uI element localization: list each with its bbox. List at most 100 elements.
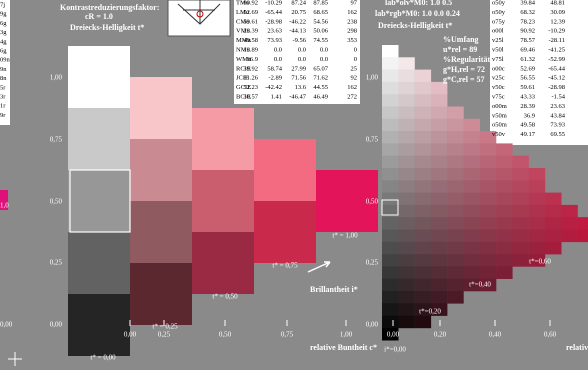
swatch bbox=[463, 278, 480, 292]
label: 0,00 bbox=[387, 331, 400, 339]
label: t*=0,60 bbox=[529, 258, 551, 266]
swatch bbox=[382, 106, 399, 120]
swatch bbox=[398, 81, 415, 95]
label: GCIE bbox=[236, 84, 251, 91]
label: 49.58 bbox=[520, 122, 535, 129]
label: 59.61 bbox=[520, 84, 535, 91]
swatch bbox=[430, 131, 448, 144]
swatch bbox=[479, 266, 497, 279]
label: 0,50 bbox=[219, 331, 232, 339]
label: 09n bbox=[0, 57, 11, 64]
swatch bbox=[512, 217, 529, 230]
label: 1r bbox=[0, 103, 6, 110]
swatch bbox=[398, 155, 415, 169]
swatch bbox=[316, 170, 378, 232]
swatch bbox=[545, 241, 562, 255]
label: 0,40 bbox=[489, 331, 502, 339]
label: 90.92 bbox=[520, 28, 535, 35]
swatch bbox=[463, 155, 480, 169]
label: 353 bbox=[347, 37, 357, 44]
swatch bbox=[382, 155, 399, 169]
swatch bbox=[512, 241, 529, 255]
swatch bbox=[496, 155, 513, 169]
label: 74.55 bbox=[313, 37, 328, 44]
swatch bbox=[447, 254, 464, 267]
swatch bbox=[479, 278, 497, 292]
swatch bbox=[528, 180, 546, 193]
swatch bbox=[414, 192, 432, 206]
swatch bbox=[430, 180, 448, 193]
label: Kontrastreduzierungsfaktor: bbox=[60, 3, 159, 12]
swatch bbox=[545, 204, 562, 218]
label: -1.54 bbox=[551, 93, 565, 100]
label: v75l bbox=[492, 56, 504, 63]
label: t*=0,20 bbox=[419, 308, 441, 316]
data-table bbox=[490, 0, 588, 145]
label: 49.58 bbox=[243, 37, 258, 44]
swatch bbox=[479, 229, 497, 243]
swatch bbox=[512, 168, 529, 181]
swatch bbox=[398, 254, 415, 267]
label: 7j bbox=[0, 1, 5, 8]
label: 52.69 bbox=[520, 65, 535, 72]
label: 1,0 bbox=[0, 202, 9, 210]
label: 6g bbox=[0, 47, 7, 54]
label: -65.44 bbox=[265, 9, 283, 16]
label: v50l bbox=[492, 46, 504, 53]
label: 0,25 bbox=[50, 259, 63, 267]
swatch bbox=[561, 229, 578, 243]
swatch bbox=[479, 217, 497, 230]
label: 0,50 bbox=[50, 198, 63, 206]
swatch bbox=[414, 254, 432, 267]
swatch bbox=[479, 180, 497, 193]
swatch bbox=[382, 266, 399, 279]
swatch bbox=[512, 155, 529, 169]
swatch bbox=[414, 168, 432, 181]
swatch bbox=[430, 303, 448, 316]
swatch bbox=[382, 94, 399, 107]
swatch bbox=[398, 106, 415, 120]
label: v25l bbox=[492, 37, 504, 44]
swatch bbox=[528, 254, 546, 267]
swatch bbox=[463, 180, 480, 193]
label: 0.0 bbox=[274, 46, 282, 53]
label: 25 bbox=[351, 65, 358, 72]
swatch bbox=[561, 204, 578, 218]
label: relative Buntheit c* bbox=[310, 343, 377, 352]
swatch bbox=[430, 229, 448, 243]
swatch bbox=[398, 168, 415, 181]
label: 27.99 bbox=[291, 65, 306, 72]
swatch bbox=[254, 201, 316, 263]
swatch bbox=[430, 278, 448, 292]
swatch bbox=[528, 241, 546, 255]
label: CMu bbox=[236, 18, 250, 25]
swatch bbox=[447, 291, 464, 304]
label: -45.12 bbox=[548, 75, 565, 82]
swatch bbox=[382, 217, 399, 230]
swatch bbox=[463, 204, 480, 218]
swatch bbox=[496, 229, 513, 243]
label: 0.0 bbox=[298, 56, 306, 63]
swatch bbox=[496, 192, 513, 206]
label: 20.75 bbox=[291, 9, 306, 16]
label: Dreiecks-Helligkeit t* bbox=[378, 21, 452, 30]
swatch bbox=[430, 241, 448, 255]
label: t* = 0,50 bbox=[212, 293, 238, 301]
swatch bbox=[463, 254, 480, 267]
label: 23.63 bbox=[267, 28, 282, 35]
swatch bbox=[430, 81, 448, 95]
swatch bbox=[382, 229, 399, 243]
swatch bbox=[0, 190, 8, 210]
label: v50m bbox=[492, 112, 507, 119]
swatch bbox=[496, 204, 513, 218]
swatch bbox=[414, 278, 432, 292]
swatch bbox=[398, 131, 415, 144]
label: 36.9 bbox=[524, 112, 535, 119]
swatch bbox=[447, 229, 464, 243]
swatch bbox=[414, 303, 432, 316]
label: 23.63 bbox=[550, 103, 565, 110]
swatch bbox=[463, 266, 480, 279]
label: %Umfang bbox=[443, 35, 479, 44]
label: 162 bbox=[347, 84, 357, 91]
swatch bbox=[430, 204, 448, 218]
